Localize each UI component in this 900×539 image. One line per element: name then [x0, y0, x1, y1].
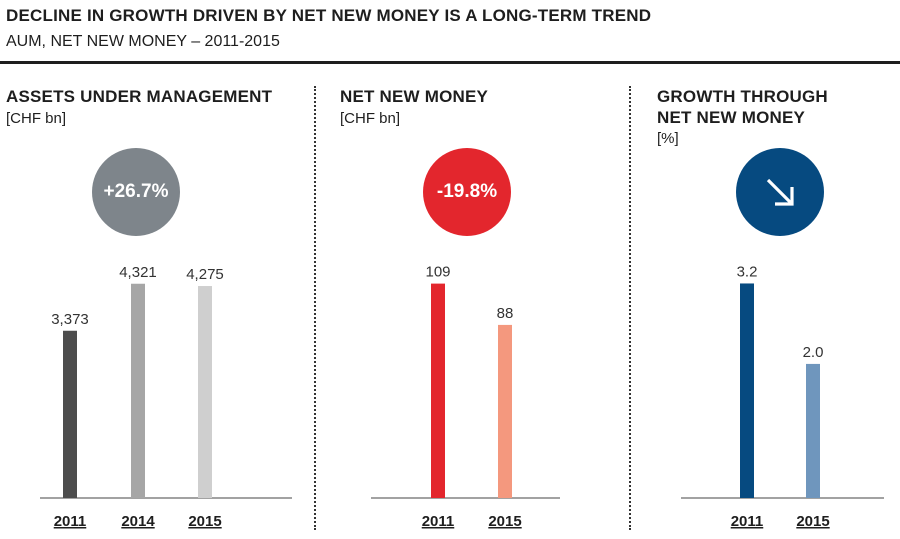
data-label: 3.2 [737, 263, 758, 280]
chart-title: DECLINE IN GROWTH DRIVEN BY NET NEW MONE… [6, 6, 652, 25]
bar [498, 324, 512, 498]
data-label: 4,275 [186, 266, 224, 283]
panel-divider [629, 86, 631, 530]
x-tick-label: 2011 [422, 513, 455, 530]
panel-unit: [CHF bn] [6, 110, 67, 127]
x-tick-label: 2011 [54, 513, 87, 530]
bar [198, 286, 212, 498]
x-tick-label: 2014 [121, 513, 155, 530]
data-label: 3,373 [51, 311, 89, 328]
x-tick-label: 2011 [731, 513, 764, 530]
growth-badge [736, 148, 824, 236]
data-label: 109 [425, 264, 450, 281]
header-rule [0, 61, 900, 64]
panel-aum: ASSETS UNDER MANAGEMENT [CHF bn] +26.7% … [0, 0, 312, 539]
data-label: 4,321 [119, 264, 157, 281]
x-tick-label: 2015 [188, 513, 221, 530]
bar-chart-nnm: 109 2011 88 2015 [371, 264, 560, 530]
growth-badge: -19.8% [423, 148, 511, 236]
arrow-down-right-icon [766, 178, 794, 206]
bar [431, 283, 445, 498]
panel-divider [314, 86, 316, 530]
panel-nnm: NET NEW MONEY [CHF bn] -19.8% 109 2011 88 2… [340, 87, 560, 530]
chart-subtitle: AUM, NET NEW MONEY – 2011-2015 [6, 33, 280, 50]
bar-chart-aum: 3,373 2011 4,321 2014 4,275 2015 [40, 264, 292, 530]
panel-title: ASSETS UNDER MANAGEMENT [6, 87, 273, 106]
data-label: 88 [497, 305, 514, 322]
data-label: 2.0 [803, 344, 824, 361]
bar [806, 363, 820, 498]
panel-title: GROWTH THROUGH [657, 87, 828, 106]
bar [63, 330, 77, 498]
panel-title: NET NEW MONEY [340, 87, 489, 106]
bar [740, 283, 754, 498]
panel-unit: [CHF bn] [340, 110, 401, 127]
growth-badge: +26.7% [92, 148, 180, 236]
panel-unit: [%] [657, 130, 679, 147]
panel-title-line2: NET NEW MONEY [657, 108, 806, 127]
x-tick-label: 2015 [796, 513, 829, 530]
x-tick-label: 2015 [488, 513, 521, 530]
bar [131, 283, 145, 498]
